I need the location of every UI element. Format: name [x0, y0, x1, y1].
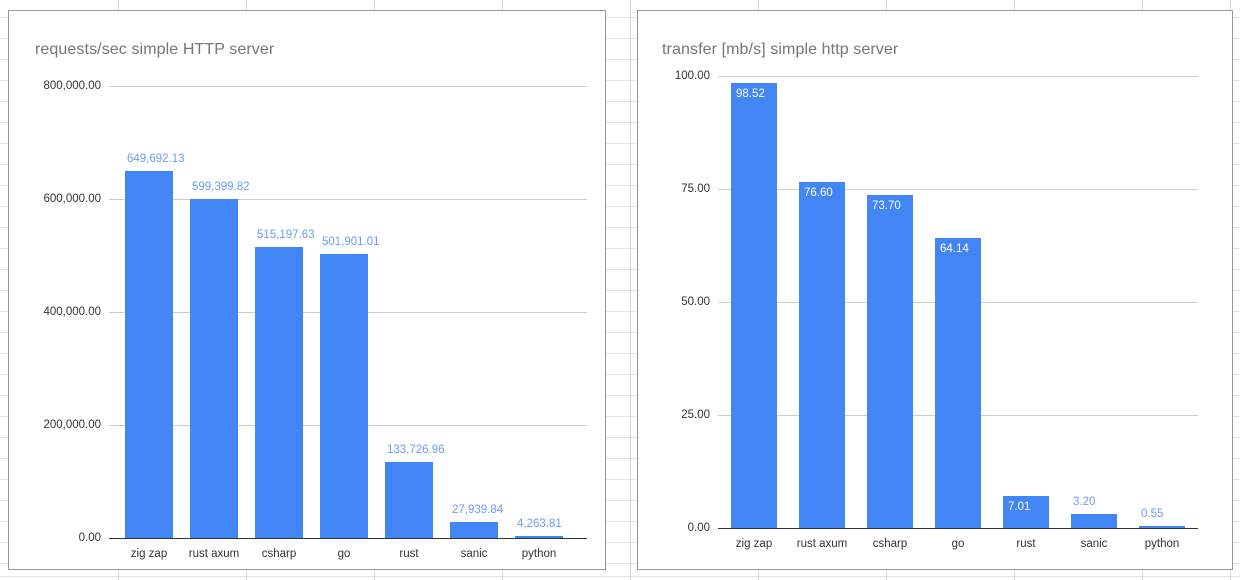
gridline: [718, 76, 1198, 77]
x-axis-tick-label: rust axum: [188, 548, 240, 560]
bar-value-label: 27,939.84: [452, 504, 504, 516]
y-axis-tick-label: 600,000.00: [43, 193, 101, 205]
bar-value-label: 501,901.01: [322, 236, 380, 248]
bar[interactable]: [1003, 496, 1049, 528]
y-axis-tick-label: 0.00: [687, 522, 710, 534]
x-axis-tick-label: csharp: [261, 548, 297, 560]
x-axis-tick-label: zig zap: [735, 538, 773, 550]
bar[interactable]: [731, 83, 777, 528]
bar[interactable]: [320, 254, 368, 538]
bar-value-label: 515,197.63: [257, 229, 315, 241]
y-axis-tick-label: 0.00: [78, 532, 101, 544]
x-axis-tick-label: zig zap: [130, 548, 168, 560]
plot-area: 0.00 200,000.00 400,000.00 600,000.00 800,00…: [9, 11, 605, 569]
y-axis-tick-label: 100.00: [674, 70, 710, 82]
bar[interactable]: [190, 199, 238, 538]
gridline: [109, 86, 587, 87]
x-axis-tick-label: python: [521, 548, 557, 560]
axis-line-zero: [109, 538, 587, 539]
y-axis-tick-label: 200,000.00: [43, 419, 101, 431]
bar[interactable]: [1139, 526, 1185, 528]
bar[interactable]: [255, 247, 303, 538]
x-axis-tick-label: rust: [1016, 538, 1036, 550]
bar[interactable]: [799, 182, 845, 528]
chart-title: transfer [mb/s] simple http server: [662, 41, 899, 58]
bar-value-label: 98.52: [736, 88, 765, 100]
bar-value-label: 0.55: [1141, 508, 1164, 520]
y-axis-tick-label: 25.00: [681, 409, 710, 421]
bar-value-label: 7.01: [1008, 501, 1031, 513]
gridline: [718, 189, 1198, 190]
bar[interactable]: [867, 195, 913, 528]
bar-value-label: 64.14: [940, 243, 969, 255]
bar[interactable]: [450, 522, 498, 538]
bar-value-label: 4,263.81: [517, 518, 562, 530]
y-axis-tick-label: 75.00: [681, 183, 710, 195]
gridline: [109, 199, 587, 200]
x-axis-tick-label: rust axum: [796, 538, 848, 550]
x-axis-tick-label: python: [1144, 538, 1180, 550]
bar[interactable]: [125, 171, 173, 538]
bar-value-label: 73.70: [872, 200, 901, 212]
x-axis-tick-label: csharp: [872, 538, 908, 550]
chart-panel-transfer-mbps[interactable]: transfer [mb/s] simple http server 0.00 2…: [637, 10, 1233, 570]
bar[interactable]: [515, 536, 563, 538]
y-axis-tick-label: 400,000.00: [43, 306, 101, 318]
y-axis-tick-label: 50.00: [681, 296, 710, 308]
y-axis-tick-label: 800,000.00: [43, 80, 101, 92]
bar-value-label: 599,399.82: [192, 181, 250, 193]
bar[interactable]: [935, 238, 981, 528]
bar-value-label: 76.60: [804, 187, 833, 199]
x-axis-tick-label: rust: [399, 548, 419, 560]
chart-title: requests/sec simple HTTP server: [35, 41, 275, 58]
x-axis-tick-label: go: [951, 538, 965, 550]
bar[interactable]: [385, 462, 433, 538]
axis-line-zero: [718, 528, 1198, 529]
bar[interactable]: [1071, 514, 1117, 528]
chart-panel-requests-per-sec[interactable]: requests/sec simple HTTP server 0.00 200,…: [8, 10, 606, 570]
x-axis-tick-label: sanic: [460, 548, 488, 560]
x-axis-tick-label: go: [337, 548, 351, 560]
bar-value-label: 649,692.13: [127, 153, 185, 165]
x-axis-tick-label: sanic: [1080, 538, 1108, 550]
plot-area: 0.00 25.00 50.00 75.00 100.00 98.52 zig zap 76.…: [638, 11, 1232, 569]
bar-value-label: 3.20: [1073, 496, 1096, 508]
bar-value-label: 133,726.96: [387, 444, 445, 456]
